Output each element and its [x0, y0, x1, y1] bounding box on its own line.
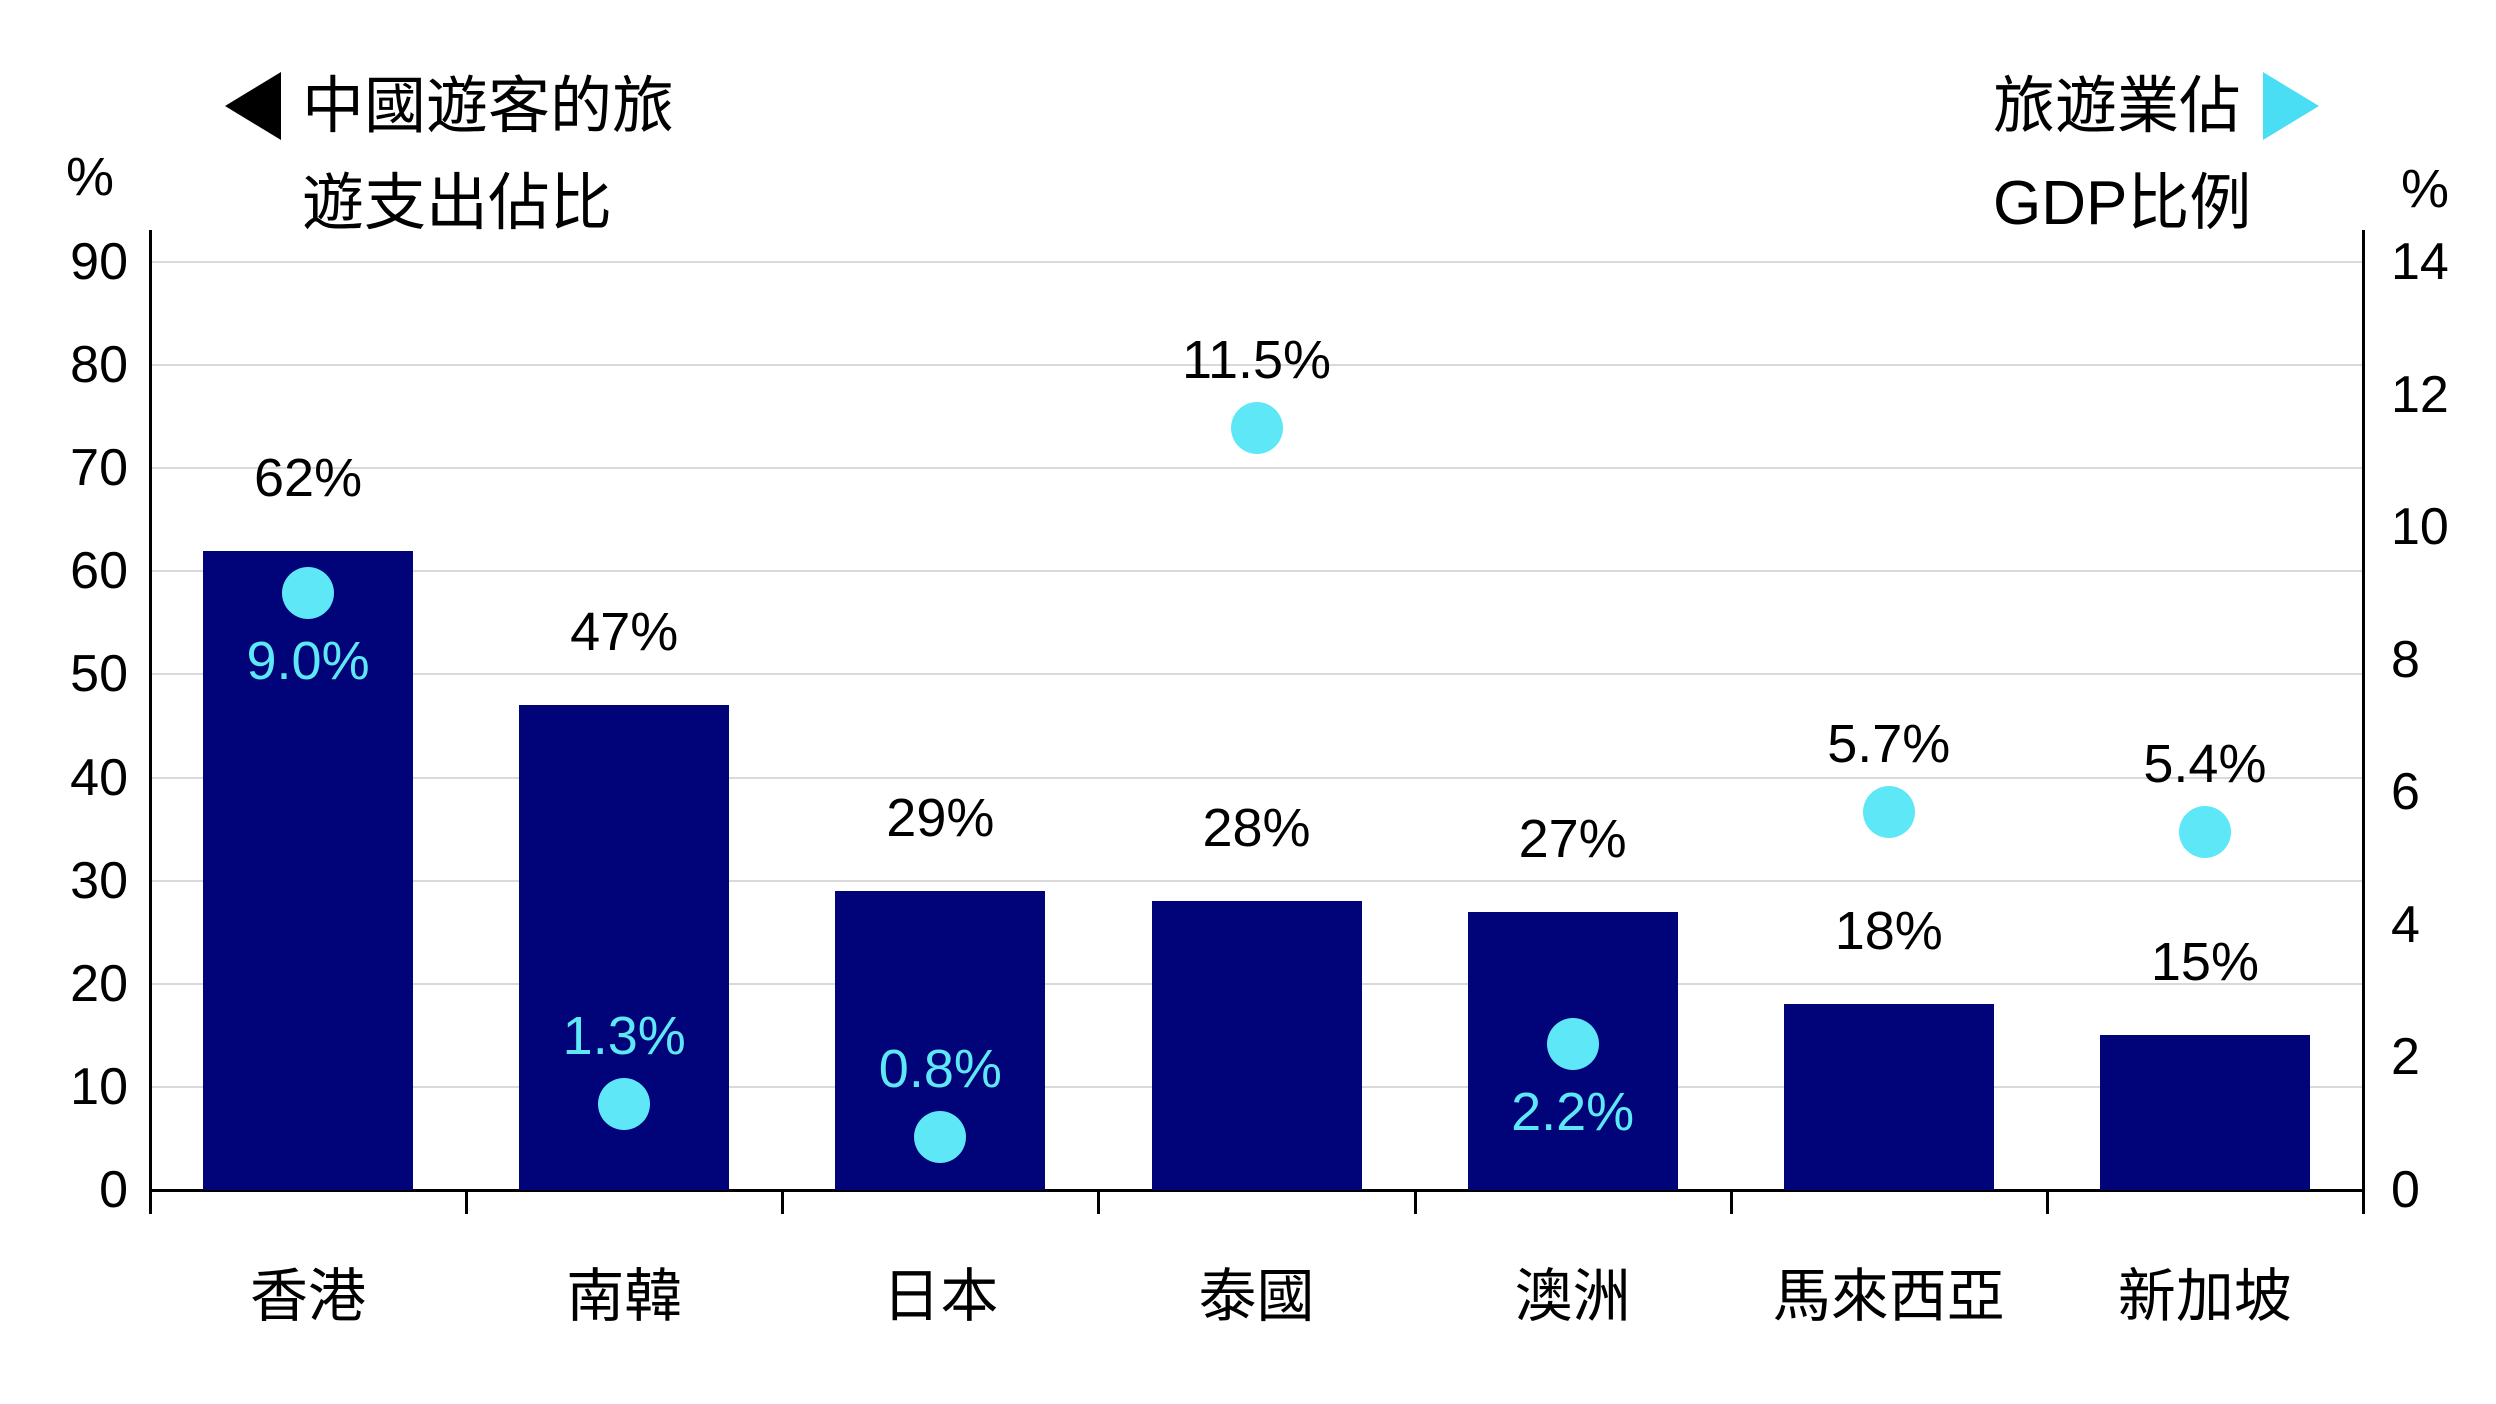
dot-value-label: 1.3% — [562, 1005, 686, 1066]
bar-value-label: 47% — [570, 602, 679, 663]
bar-value-label: 29% — [886, 787, 995, 848]
legend-left-text: 中國遊客的旅 遊支出佔比 — [302, 58, 674, 252]
bar — [1151, 901, 1362, 1190]
bar — [2099, 1035, 2310, 1190]
left-axis-tick-label: 20 — [70, 954, 128, 1013]
right-axis-tick-label: 12 — [2391, 365, 2449, 424]
scatter-dot — [282, 567, 335, 620]
category-label: 日本 — [882, 1264, 999, 1329]
bar — [203, 550, 414, 1190]
left-axis-line — [149, 230, 152, 1214]
scatter-dot — [598, 1077, 651, 1130]
right-axis-tick-label: 6 — [2391, 763, 2420, 822]
right-axis-tick-label: 10 — [2391, 498, 2449, 557]
left-axis-tick-label: 60 — [70, 542, 128, 601]
x-axis-line — [150, 1189, 2365, 1192]
gridline — [150, 879, 2363, 882]
category-label: 南韓 — [566, 1264, 683, 1329]
left-axis-tick-label: 90 — [70, 233, 128, 291]
legend-right-text: 旅遊業佔 GDP比例 — [1993, 58, 2320, 252]
right-axis-tick-label: 14 — [2391, 233, 2449, 291]
dot-value-label: 2.2% — [1511, 1082, 1635, 1143]
x-axis-tick — [2045, 1190, 2049, 1214]
scatter-dot — [2178, 806, 2231, 859]
dot-value-label: 0.8% — [878, 1038, 1002, 1099]
left-axis-tick-label: 70 — [70, 439, 128, 498]
scatter-dot — [914, 1110, 967, 1163]
category-label: 泰國 — [1198, 1264, 1315, 1329]
right-axis-unit: % — [2400, 159, 2449, 219]
gridline — [150, 364, 2363, 367]
left-axis-tick-label: 0 — [99, 1161, 128, 1219]
right-axis-tick-label: 4 — [2391, 895, 2420, 954]
gridline — [150, 570, 2363, 573]
x-axis-tick — [1729, 1190, 1733, 1214]
right-axis-tick-label: 8 — [2391, 630, 2420, 689]
legend-right-line1-label: 旅遊業佔 — [1993, 72, 2242, 141]
bar-value-label: 28% — [1202, 798, 1311, 859]
right-arrow-icon — [2263, 71, 2320, 140]
x-axis-tick — [1097, 1190, 1101, 1214]
bar-value-label: 18% — [1834, 901, 1943, 962]
gridline — [150, 673, 2363, 676]
left-axis-tick-label: 50 — [70, 645, 128, 704]
bar-value-label: 27% — [1518, 808, 1627, 869]
right-axis-tick-label: 0 — [2391, 1161, 2420, 1219]
category-label: 馬來西亞 — [1772, 1264, 2005, 1329]
dot-value-label: 5.4% — [2143, 734, 2267, 795]
gridline — [150, 261, 2363, 263]
left-arrow-icon — [225, 72, 281, 140]
left-axis-unit: % — [65, 147, 114, 207]
gridline — [150, 776, 2363, 779]
dot-value-label: 9.0% — [246, 631, 370, 692]
left-axis-tick-label: 10 — [70, 1057, 128, 1116]
dot-value-label: 11.5% — [1181, 329, 1332, 390]
left-axis-tick-label: 30 — [70, 851, 128, 910]
left-axis-tick-label: 80 — [70, 336, 128, 395]
category-label: 新加坡 — [2117, 1264, 2292, 1329]
legend-left-line1: 中國遊客的旅 — [302, 72, 675, 141]
left-axis-tick-label: 40 — [70, 748, 128, 807]
dot-value-label: 5.7% — [1827, 714, 1951, 775]
legend-left-line2: 遊支出佔比 — [302, 169, 613, 238]
category-label: 香港 — [250, 1264, 367, 1329]
scatter-dot — [1546, 1018, 1599, 1071]
right-axis-tick-label: 2 — [2391, 1028, 2420, 1087]
scatter-dot — [1230, 401, 1283, 454]
scatter-dot — [1862, 786, 1915, 839]
category-label: 澳洲 — [1514, 1264, 1631, 1329]
x-axis-tick — [1413, 1190, 1417, 1214]
right-axis-line — [2362, 230, 2365, 1214]
legend-right-line2: GDP比例 — [1993, 169, 2252, 238]
bar — [1783, 1004, 1994, 1190]
bar-value-label: 15% — [2150, 932, 2259, 993]
gridline — [150, 467, 2363, 470]
x-axis-tick — [465, 1190, 469, 1214]
x-axis-tick — [781, 1190, 785, 1214]
legend-right-line1: 旅遊業佔 — [1993, 58, 2320, 155]
bar-value-label: 62% — [254, 447, 363, 508]
